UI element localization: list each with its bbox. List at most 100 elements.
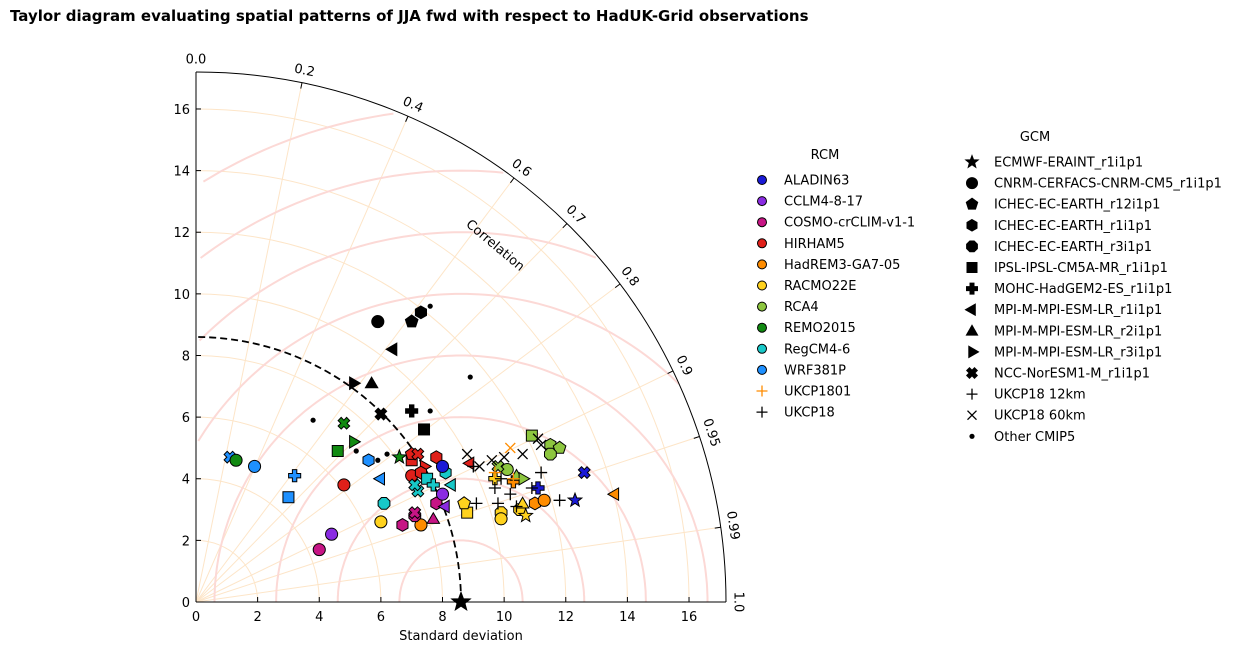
legend-marker [968, 345, 980, 359]
legend-label: MOHC-HadGEM2-ES_r1i1p1 [994, 282, 1172, 297]
data-point [437, 499, 450, 514]
gcm-legend-item: MPI-M-MPI-ESM-LR_r1i1p1 [964, 303, 1162, 318]
gcm-legend-item: ICHEC-EC-EARTH_r1i1p1 [966, 219, 1152, 234]
correlation-tick [562, 223, 568, 229]
data-point [566, 491, 584, 508]
legend-label: Other CMIP5 [994, 430, 1075, 445]
reference-std-arc [195, 336, 462, 603]
legend-marker [965, 324, 979, 336]
data-point [470, 497, 483, 510]
data-point [498, 451, 510, 463]
data-point [504, 442, 516, 454]
legend-label: COSMO-crCLIM-v1-1 [784, 216, 915, 231]
correlation-tick-label: 0.99 [723, 510, 742, 541]
rmsd-contour [398, 539, 524, 602]
data-point [517, 448, 529, 460]
data-point [518, 471, 531, 486]
correlation-tick-label: 0.9 [673, 353, 696, 378]
rmsd-contour [213, 354, 709, 602]
legend-label: ALADIN63 [784, 174, 849, 189]
data-point [457, 496, 471, 510]
std-gridline [195, 293, 505, 603]
data-point [337, 416, 351, 430]
legend-label: WRF381P [784, 363, 846, 378]
data-point [325, 527, 339, 541]
data-point [364, 376, 379, 389]
std-gridline [195, 478, 320, 603]
grid-layer [195, 82, 721, 603]
legend-marker [965, 366, 979, 380]
data-point [553, 494, 566, 507]
data-point [374, 407, 388, 421]
legend-label: CCLM4-8-17 [784, 195, 863, 210]
correlation-tick-label: 0.0 [186, 53, 207, 68]
data-point [435, 487, 450, 501]
correlation-tick-label: 0.2 [293, 62, 316, 81]
y-tick-label: 14 [173, 165, 190, 180]
std-gridline [195, 416, 382, 603]
legend-label: NCC-NorESM1-M_r1i1p1 [994, 367, 1150, 382]
x-tick-label: 16 [681, 610, 698, 625]
legend-label: HadREM3-GA7-05 [784, 258, 900, 273]
std-gridline [195, 354, 444, 603]
legend-marker [757, 322, 767, 333]
data-point [411, 447, 425, 461]
legend-label: MPI-M-MPI-ESM-LR_r1i1p1 [994, 303, 1162, 318]
rcm-legend-item: REMO2015 [757, 321, 856, 336]
data-point [288, 469, 302, 483]
legend-marker [964, 154, 980, 169]
correlation-gridline [195, 82, 303, 603]
data-point [377, 497, 391, 510]
legend-marker [965, 197, 979, 210]
data-point [426, 511, 441, 524]
data-point [405, 404, 419, 418]
std-gridline [195, 231, 567, 603]
data-point [486, 454, 498, 466]
correlation-tick [614, 283, 621, 289]
data-point [467, 374, 473, 380]
rmsd-contour [336, 477, 586, 603]
data-point [408, 478, 422, 492]
legend-label: ICHEC-EC-EARTH_r1i1p1 [994, 219, 1152, 234]
data-point [375, 457, 381, 463]
legend-label: ICHEC-EC-EARTH_r12i1p1 [994, 198, 1160, 213]
legend-marker [757, 217, 767, 228]
data-point [535, 466, 548, 479]
data-point [488, 481, 501, 495]
x-tick-label: 2 [253, 610, 261, 625]
rcm-legend-item: RCA4 [757, 300, 819, 315]
data-point [282, 491, 295, 504]
rmsd-contour [198, 231, 597, 342]
data-point [504, 488, 517, 501]
data-point [426, 478, 440, 492]
gcm-legend-item: ECMWF-ERAINT_r1i1p1 [964, 154, 1143, 171]
rcm-legend-item: RACMO22E [757, 279, 856, 294]
std-gridline [195, 539, 259, 603]
data-point [510, 500, 523, 513]
points-layer [223, 303, 620, 612]
gcm-legend-item: UKCP18 12km [966, 388, 1086, 403]
legend-label: UKCP18 12km [994, 388, 1086, 403]
y-tick-label: 2 [182, 534, 190, 549]
correlation-gridline [195, 436, 700, 603]
legend-label: CNRM-CERFACS-CNRM-CM5_r1i1p1 [994, 177, 1222, 192]
legend-layer: RCM ALADIN63 CCLM4-8-17 COSMO-crCLIM-v1-1 HI… [756, 130, 1222, 445]
correlation-tick [405, 116, 409, 122]
correlation-gridline [195, 116, 409, 603]
y-tick-label: 0 [182, 596, 190, 611]
y-tick-label: 6 [182, 411, 190, 426]
data-point [515, 496, 530, 509]
std-gridline [195, 108, 690, 603]
gcm-legend-item: Other CMIP5 [969, 430, 1075, 445]
rmsd-contour [275, 416, 647, 603]
legend-label: UKCP1801 [784, 385, 851, 400]
y-tick-label: 10 [173, 288, 190, 303]
data-point [443, 477, 456, 492]
legend-marker [757, 280, 767, 291]
legend-marker [969, 433, 975, 439]
rcm-legend-item: HIRHAM5 [757, 237, 845, 252]
x-tick-label: 6 [377, 610, 385, 625]
correlation-tick [714, 526, 721, 529]
legend-label: RegCM4-6 [784, 342, 850, 357]
data-point [525, 429, 538, 442]
